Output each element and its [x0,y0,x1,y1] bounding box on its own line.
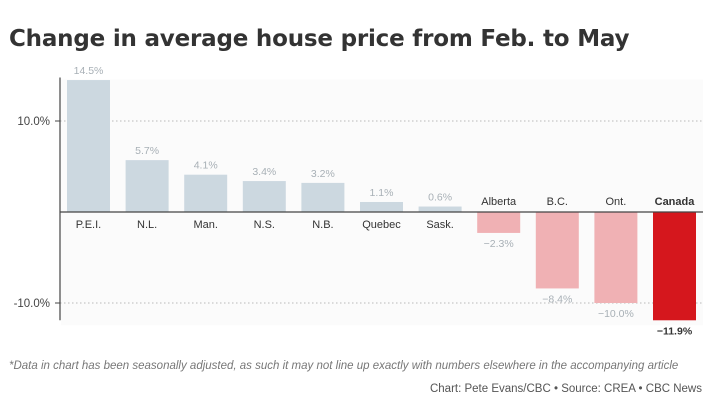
bar [535,212,579,289]
bar [125,160,169,212]
bar-chart: 10.0% -10.0% 14.5% P.E.I. 5.7% N.L. 4.1% Man. 3.… [14,65,703,337]
data-label: −10.0% [598,308,634,320]
category-label: Sask. [426,219,454,231]
category-label: N.B. [312,219,333,231]
data-label: 0.6% [428,192,452,204]
source-credit: Chart: Pete Evans/CBC • Source: CREA • C… [429,383,702,395]
data-label: −8.4% [542,293,572,305]
data-label: −11.9% [657,325,693,337]
y-tick-label: -10.0% [14,298,50,310]
bar [184,174,228,212]
data-label: 3.2% [311,168,335,180]
category-label: Canada [655,196,696,208]
bar [301,182,345,212]
bar [594,212,638,303]
category-label: N.L. [137,219,157,231]
data-label: 4.1% [194,160,218,172]
category-label: B.C. [547,196,568,208]
category-label: Alberta [481,196,517,208]
bar [418,206,462,212]
bar [360,201,403,212]
category-label: N.S. [254,219,275,231]
bar [653,212,696,321]
data-label: 5.7% [135,145,159,157]
category-label: Man. [193,219,217,231]
y-tick-label: 10.0% [17,116,50,128]
category-label: Ont. [606,196,627,208]
data-label: 1.1% [370,187,394,199]
data-label: −2.3% [484,238,514,250]
category-label: P.E.I. [76,219,101,231]
bar [67,80,110,212]
data-label: 3.4% [252,166,276,178]
bar [242,181,286,212]
chart-title: Change in average house price from Feb. … [9,26,630,52]
bar [477,212,521,233]
category-label: Quebec [362,219,401,231]
footnote: *Data in chart has been seasonally adjus… [9,360,679,372]
data-label: 14.5% [74,65,104,77]
